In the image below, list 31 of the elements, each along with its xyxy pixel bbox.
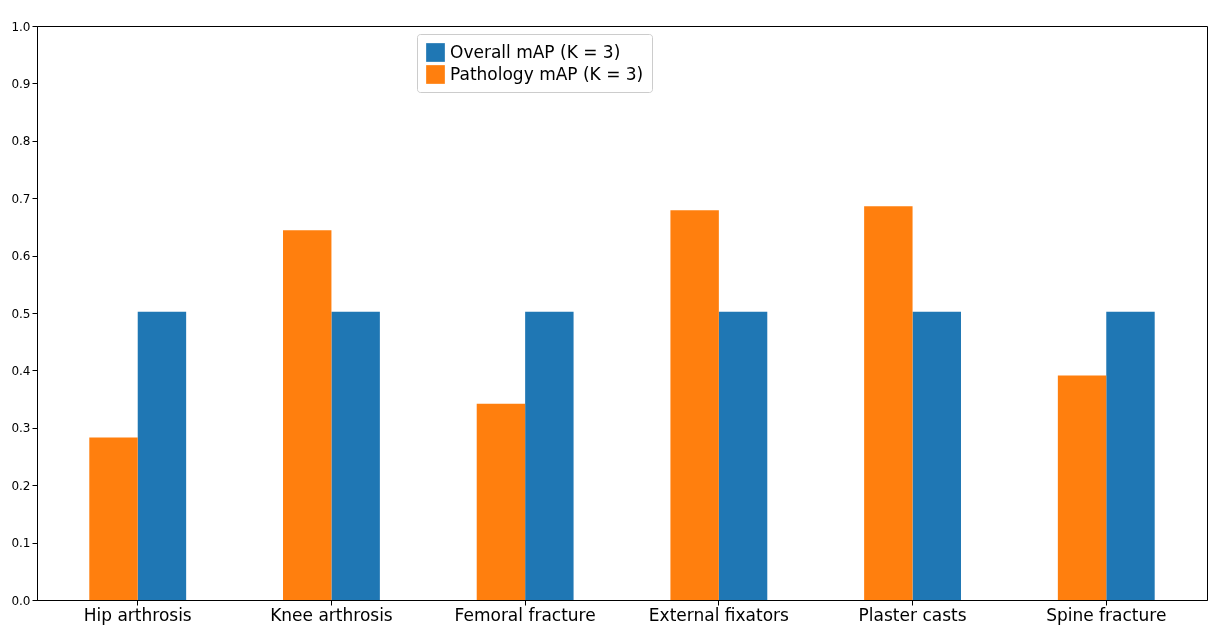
x-tick-label: Hip arthrosis — [83, 604, 192, 625]
bar — [476, 403, 526, 600]
bar — [718, 311, 768, 600]
bar — [864, 206, 913, 600]
y-tick-label: 0.6 — [11, 249, 31, 264]
bar — [912, 311, 961, 600]
y-tick-label: 0.5 — [11, 306, 31, 321]
bar — [1057, 375, 1107, 600]
y-tick-label: 0.3 — [11, 421, 31, 436]
y-tick-label: 0.1 — [11, 536, 31, 551]
y-tick-label: 0.7 — [11, 191, 31, 206]
bar — [1106, 311, 1155, 600]
x-tick-label: Plaster casts — [858, 604, 967, 625]
y-tick-label: 0.9 — [11, 76, 31, 91]
bar — [331, 311, 380, 600]
y-tick-label: 0.4 — [11, 363, 31, 378]
x-tick-label: Knee arthrosis — [270, 604, 393, 625]
x-tick-label: Spine fracture — [1046, 604, 1167, 625]
bar — [89, 437, 138, 600]
legend-label: Overall mAP (K = 3) — [450, 41, 621, 62]
bar — [525, 311, 574, 600]
x-tick-label: External fixators — [648, 604, 790, 625]
bar — [137, 311, 187, 600]
y-tick-label: 1.0 — [11, 19, 31, 34]
y-tick-label: 0.0 — [11, 593, 31, 608]
y-tick-label: 0.2 — [11, 478, 31, 493]
legend-label: Pathology mAP (K = 3) — [450, 63, 644, 84]
bar — [283, 230, 332, 600]
bar — [670, 210, 719, 600]
x-tick-label: Femoral fracture — [454, 604, 596, 625]
y-tick-label: 0.8 — [11, 134, 31, 149]
